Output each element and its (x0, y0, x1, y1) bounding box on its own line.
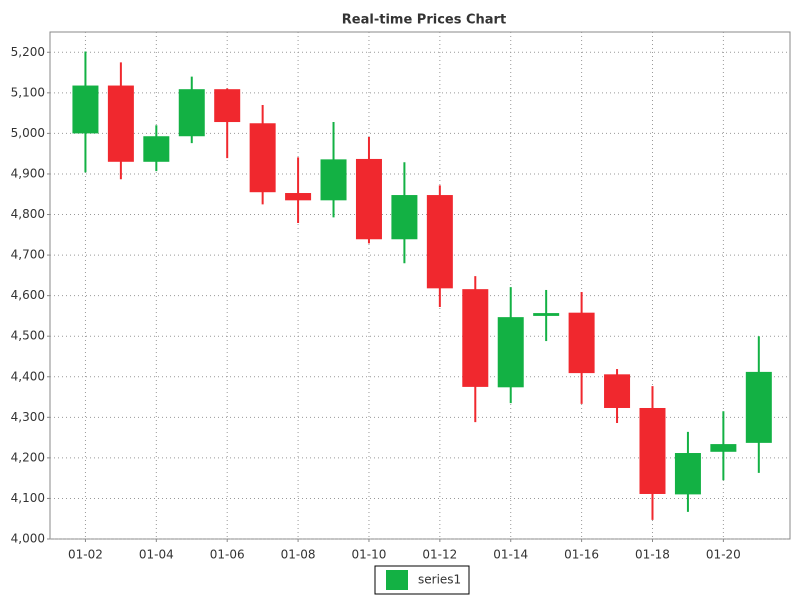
candle-body (285, 193, 312, 201)
candle-body (72, 85, 99, 134)
x-tick-label: 01-18 (635, 548, 670, 562)
candle-body (143, 136, 170, 162)
x-tick-label: 01-16 (564, 548, 599, 562)
y-tick-label: 4,200 (11, 450, 45, 464)
y-tick-label: 5,100 (11, 85, 45, 99)
candle-body (497, 317, 524, 388)
y-tick-label: 4,300 (11, 410, 45, 424)
candle-body (214, 89, 241, 123)
y-tick-label: 5,200 (11, 45, 45, 59)
x-tick-label: 01-06 (210, 548, 245, 562)
x-tick-label: 01-20 (706, 548, 741, 562)
candle-body (320, 159, 347, 201)
x-tick-label: 01-02 (68, 548, 103, 562)
x-tick-label: 01-04 (139, 548, 174, 562)
plot-area (49, 31, 791, 540)
legend-swatch (386, 570, 408, 590)
x-tick-label: 01-12 (422, 548, 457, 562)
candle-body (604, 374, 631, 408)
y-tick-label: 4,800 (11, 207, 45, 221)
candle-body (639, 407, 666, 494)
y-tick-label: 4,900 (11, 166, 45, 180)
candle-body (745, 371, 772, 443)
x-tick-label: 01-10 (352, 548, 387, 562)
candle-body (426, 195, 453, 289)
candle-body (249, 123, 276, 193)
candle-body (107, 85, 134, 162)
y-tick-label: 4,500 (11, 329, 45, 343)
y-tick-label: 4,700 (11, 248, 45, 262)
candle-body (568, 312, 595, 374)
x-tick-label: 01-08 (281, 548, 316, 562)
candle-body (178, 89, 205, 137)
candle-body (462, 289, 489, 387)
x-tick-label: 01-14 (493, 548, 528, 562)
legend-label: series1 (418, 573, 461, 587)
y-tick-label: 4,000 (11, 532, 45, 546)
candle-body (391, 195, 418, 240)
y-tick-label: 5,000 (11, 126, 45, 140)
candle-body (674, 453, 701, 495)
candle-body (355, 158, 382, 240)
y-tick-label: 4,400 (11, 369, 45, 383)
candle-body (710, 444, 737, 452)
candle-body (533, 313, 560, 316)
chart-title: Real-time Prices Chart (342, 13, 506, 28)
y-tick-label: 4,600 (11, 288, 45, 302)
y-tick-label: 4,100 (11, 491, 45, 505)
